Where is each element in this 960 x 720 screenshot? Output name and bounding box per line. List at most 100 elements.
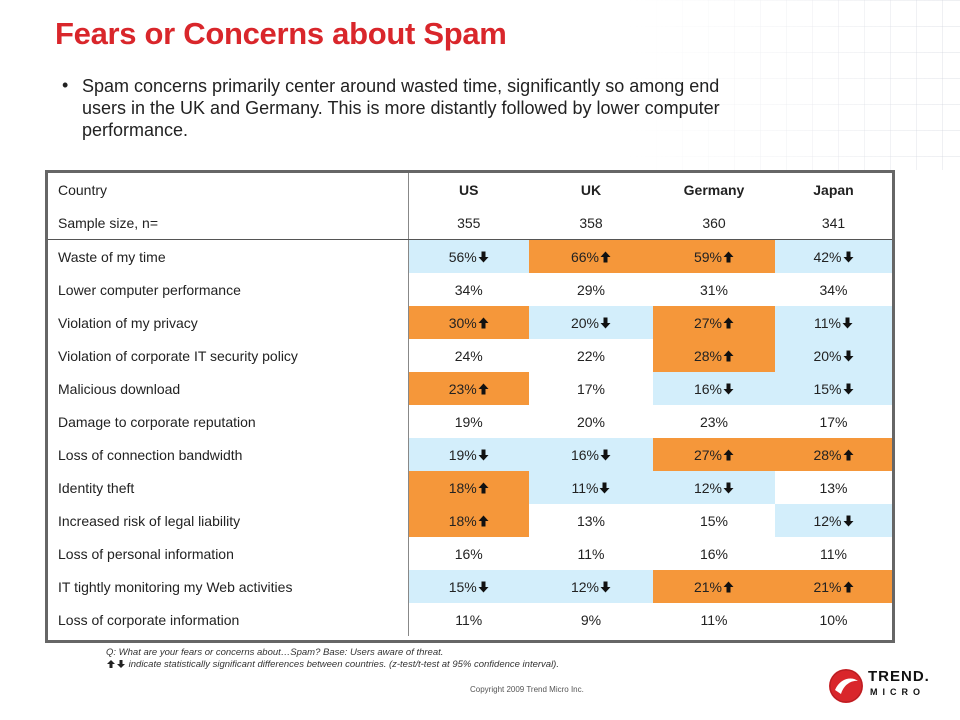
arrow-up-icon — [723, 449, 734, 460]
cell-germany: 23% — [653, 405, 775, 438]
cell-value: 21% — [813, 578, 842, 595]
cell-japan: 12% — [775, 504, 892, 537]
arrow-up-icon — [723, 317, 734, 328]
cell-value: 34% — [819, 281, 848, 298]
table-row: Violation of corporate IT security polic… — [48, 339, 892, 372]
cell-germany: 21% — [653, 570, 775, 603]
sample-size-us: 355 — [408, 206, 529, 240]
cell-value: 12% — [570, 578, 600, 595]
table-row: Violation of my privacy 30% 20% 27% 11% — [48, 306, 892, 339]
cell-value: 34% — [454, 281, 483, 298]
row-label: Loss of connection bandwidth — [48, 438, 409, 471]
arrow-down-icon — [723, 482, 734, 493]
cell-us: 30% — [408, 306, 529, 339]
cell-uk: 20% — [529, 306, 653, 339]
bullet-text: Spam concerns primarily center around wa… — [82, 76, 720, 140]
cell-germany: 12% — [653, 471, 775, 504]
background-grid-decoration — [630, 0, 960, 170]
arrow-down-icon — [843, 383, 854, 394]
table-row: Damage to corporate reputation 19% 20% 23% 1… — [48, 405, 892, 438]
cell-value: 20% — [813, 347, 842, 364]
cell-value: 11% — [455, 611, 483, 628]
row-label: Identity theft — [48, 471, 409, 504]
header-col-uk: UK — [580, 181, 602, 198]
table-row: Loss of personal information 16% 11% 16% 11% — [48, 537, 892, 570]
arrow-down-icon — [478, 449, 489, 460]
arrow-down-icon — [600, 449, 611, 460]
arrow-down-icon — [842, 317, 853, 328]
table-row: Loss of connection bandwidth 19% 16% 27% 28% — [48, 438, 892, 471]
cell-value: 9% — [580, 611, 602, 628]
cell-us: 15% — [408, 570, 529, 603]
cell-japan: 15% — [775, 372, 892, 405]
header-col-japan: Japan — [813, 181, 854, 198]
table-row: IT tightly monitoring my Web activities 1… — [48, 570, 892, 603]
cell-value: 23% — [448, 380, 477, 397]
sample-size-uk: 358 — [529, 206, 653, 240]
cell-value: 23% — [699, 413, 729, 430]
arrow-up-icon — [723, 581, 734, 592]
cell-uk: 20% — [529, 405, 653, 438]
cell-value: 59% — [693, 248, 723, 265]
row-label: Violation of my privacy — [48, 306, 409, 339]
arrow-down-icon — [723, 383, 734, 394]
cell-germany: 28% — [653, 339, 775, 372]
table-row: Identity theft 18% 11% 12% 13% — [48, 471, 892, 504]
arrow-down-icon — [843, 350, 854, 361]
cell-uk: 9% — [529, 603, 653, 636]
cell-us: 19% — [408, 405, 529, 438]
cell-japan: 17% — [775, 405, 892, 438]
table-row: Waste of my time 56% 66% 59% 42% — [48, 239, 892, 273]
arrow-up-icon — [478, 383, 489, 394]
cell-value: 12% — [693, 479, 723, 496]
cell-us: 19% — [408, 438, 529, 471]
logo-text-micro: MICRO — [870, 687, 925, 697]
cell-japan: 11% — [775, 306, 892, 339]
cell-japan: 10% — [775, 603, 892, 636]
sample-size-germany: 360 — [653, 206, 775, 240]
sample-size-row: Sample size, n= 355 358 360 341 — [48, 206, 892, 240]
cell-value: 28% — [813, 446, 842, 463]
cell-us: 11% — [408, 603, 529, 636]
row-label: Waste of my time — [48, 239, 409, 273]
results-table: Country US UK Germany Japan Sample size,… — [45, 170, 895, 643]
cell-uk: 13% — [529, 504, 653, 537]
table-header-row: Country US UK Germany Japan — [48, 173, 892, 206]
cell-value: 18% — [448, 512, 477, 529]
table-row: Lower computer performance 34% 29% 31% 34% — [48, 273, 892, 306]
arrow-down-icon — [600, 317, 611, 328]
cell-uk: 11% — [529, 471, 653, 504]
cell-value: 11% — [820, 545, 847, 562]
cell-germany: 27% — [653, 306, 775, 339]
row-label: Loss of corporate information — [48, 603, 409, 636]
significance-arrows-icon — [106, 659, 126, 673]
arrow-up-icon — [723, 251, 734, 262]
cell-value: 19% — [448, 446, 477, 463]
summary-bullet: • Spam concerns primarily center around … — [62, 75, 742, 141]
arrow-down-icon — [843, 251, 854, 262]
cell-value: 12% — [813, 512, 842, 529]
row-label: Increased risk of legal liability — [48, 504, 409, 537]
row-label: Malicious download — [48, 372, 409, 405]
sample-size-japan: 341 — [775, 206, 892, 240]
cell-value: 15% — [813, 380, 842, 397]
cell-value: 30% — [448, 314, 477, 331]
arrow-up-icon — [843, 581, 854, 592]
cell-uk: 12% — [529, 570, 653, 603]
logo-text-trend: TREND. — [868, 668, 930, 685]
cell-value: 11% — [577, 545, 605, 562]
cell-value: 20% — [576, 413, 606, 430]
cell-us: 34% — [408, 273, 529, 306]
cell-uk: 16% — [529, 438, 653, 471]
cell-japan: 28% — [775, 438, 892, 471]
copyright: Copyright 2009 Trend Micro Inc. — [470, 685, 584, 694]
cell-value: 27% — [693, 446, 723, 463]
cell-value: 31% — [699, 281, 729, 298]
arrow-down-icon — [478, 251, 489, 262]
table-row: Increased risk of legal liability 18% 13% 1… — [48, 504, 892, 537]
cell-japan: 20% — [775, 339, 892, 372]
cell-japan: 11% — [775, 537, 892, 570]
arrow-down-icon — [843, 515, 854, 526]
cell-germany: 16% — [653, 537, 775, 570]
cell-value: 16% — [699, 545, 729, 562]
